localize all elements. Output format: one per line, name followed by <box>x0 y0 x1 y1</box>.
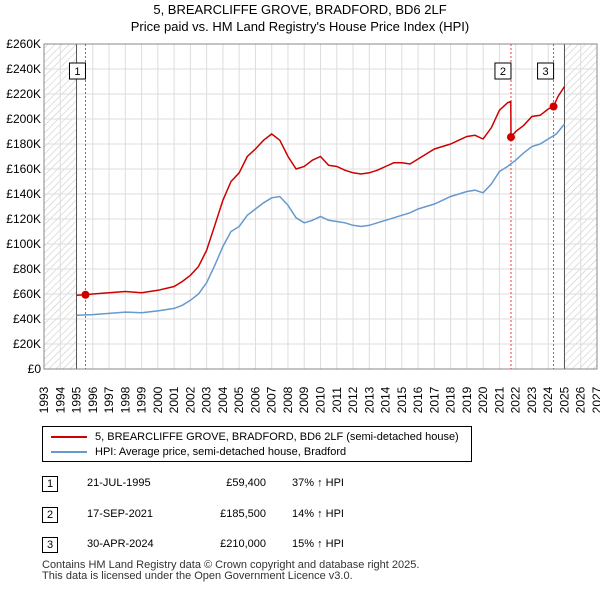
price-paid-line <box>76 86 566 297</box>
y-tick-label: £260K <box>6 37 41 51</box>
y-tick-label: £200K <box>6 112 41 126</box>
x-tick-label: 2025 <box>557 386 571 413</box>
sale-marker-label: 3 <box>543 66 549 78</box>
x-tick-label: 2013 <box>362 386 376 413</box>
chart-subtitle: Price paid vs. HM Land Registry's House … <box>130 19 470 34</box>
x-tick-label: 1996 <box>86 386 100 413</box>
x-tick-label: 2000 <box>151 386 165 413</box>
y-tick-label: £100K <box>6 237 41 251</box>
sale-marker-label: 1 <box>74 66 80 78</box>
x-tick-label: 2020 <box>476 386 490 413</box>
x-tick-label: 1994 <box>53 386 67 413</box>
legend-label-price: 5, BREARCLIFFE GROVE, BRADFORD, BD6 2LF … <box>95 431 459 444</box>
x-tick-label: 2011 <box>330 387 344 413</box>
x-tick-label: 1993 <box>37 386 51 413</box>
x-tick-label: 2016 <box>411 386 425 413</box>
transaction-price: £185,500 <box>220 508 266 520</box>
sale-point <box>506 133 515 142</box>
legend-item-price: 5, BREARCLIFFE GROVE, BRADFORD, BD6 2LF … <box>51 430 459 444</box>
y-tick-label: £180K <box>6 137 41 151</box>
legend-item-hpi: HPI: Average price, semi-detached house,… <box>51 445 346 459</box>
plot-frame <box>43 43 598 370</box>
footer-attribution: Contains HM Land Registry data © Crown c… <box>42 560 419 582</box>
y-tick-label: £220K <box>6 87 41 101</box>
x-tick-label: 2012 <box>346 386 360 413</box>
x-tick-label: 2026 <box>574 386 588 413</box>
x-tick-label: 2010 <box>314 386 328 413</box>
x-tick-label: 2022 <box>509 386 523 413</box>
transaction-hpi-diff: 15% ↑ HPI <box>292 538 344 550</box>
y-tick-label: £80K <box>13 262 41 276</box>
sale-marker-label: 2 <box>500 66 506 78</box>
x-tick-label: 2005 <box>232 386 246 413</box>
hpi-line <box>76 123 566 317</box>
x-tick-label: 2019 <box>460 386 474 413</box>
transaction-number: 2 <box>42 507 58 523</box>
y-tick-label: £0 <box>28 362 42 376</box>
y-tick-label: £60K <box>13 287 41 301</box>
y-tick-label: £160K <box>6 162 41 176</box>
x-tick-label: 1995 <box>70 386 84 413</box>
x-tick-label: 2021 <box>492 386 506 413</box>
x-tick-label: 2007 <box>265 386 279 413</box>
x-tick-label: 2009 <box>297 386 311 413</box>
price-chart: 1 2 3 £0 £20K £40K £60K £80K £100K £120K £140K £160… <box>6 37 600 413</box>
footer-line-2: This data is licensed under the Open Gov… <box>42 570 353 582</box>
x-tick-label: 1998 <box>118 386 132 413</box>
x-tick-label: 2018 <box>444 386 458 413</box>
transaction-number: 1 <box>42 476 58 492</box>
x-tick-label: 2014 <box>379 386 393 413</box>
x-tick-label: 2027 <box>590 386 600 413</box>
footer-line-1: Contains HM Land Registry data © Crown c… <box>42 559 420 571</box>
x-tick-label: 2017 <box>427 386 441 413</box>
transaction-date: 17-SEP-2021 <box>87 508 154 520</box>
transaction-date: 21-JUL-1995 <box>87 477 151 489</box>
transaction-price: £210,000 <box>220 538 266 550</box>
x-tick-label: 1999 <box>135 386 149 413</box>
y-tick-label: £40K <box>13 312 41 326</box>
x-tick-label: 2002 <box>183 386 197 413</box>
x-tick-label: 2003 <box>200 386 214 413</box>
transaction-hpi-diff: 14% ↑ HPI <box>292 508 344 520</box>
y-tick-label: £120K <box>6 212 41 226</box>
x-tick-label: 2008 <box>281 386 295 413</box>
transaction-date: 30-APR-2024 <box>87 538 154 550</box>
y-tick-label: £140K <box>6 187 41 201</box>
y-tick-label: £240K <box>6 62 41 76</box>
legend-label-hpi: HPI: Average price, semi-detached house,… <box>95 446 347 459</box>
transaction-number: 3 <box>42 537 58 553</box>
x-tick-label: 1997 <box>102 386 116 413</box>
x-tick-label: 2004 <box>216 386 230 413</box>
sale-marker-box <box>68 62 86 80</box>
sale-marker-box <box>537 62 555 80</box>
y-tick-label: £20K <box>13 337 41 351</box>
legend-swatch-hpi <box>51 451 87 454</box>
sale-point <box>81 290 90 299</box>
sale-point <box>549 102 558 111</box>
x-tick-label: 2001 <box>167 386 181 413</box>
chart-title: 5, BREARCLIFFE GROVE, BRADFORD, BD6 2LF <box>153 2 447 17</box>
chart-legend: 5, BREARCLIFFE GROVE, BRADFORD, BD6 2LF … <box>42 426 472 462</box>
x-tick-label: 2023 <box>525 386 539 413</box>
transaction-hpi-diff: 37% ↑ HPI <box>292 477 344 489</box>
transaction-price: £59,400 <box>226 477 266 489</box>
x-tick-label: 2006 <box>248 386 262 413</box>
x-tick-label: 2015 <box>395 386 409 413</box>
legend-swatch-price <box>51 436 87 439</box>
x-tick-label: 2024 <box>541 386 555 413</box>
sale-marker-box <box>494 62 512 80</box>
